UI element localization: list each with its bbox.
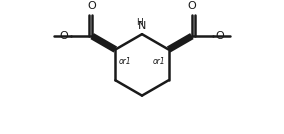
Text: H: H	[136, 18, 143, 27]
Text: O: O	[59, 31, 68, 41]
Text: N: N	[138, 21, 146, 31]
Text: or1: or1	[153, 57, 166, 66]
Text: O: O	[88, 1, 97, 11]
Text: O: O	[187, 1, 196, 11]
Text: O: O	[216, 31, 225, 41]
Text: or1: or1	[118, 57, 131, 66]
